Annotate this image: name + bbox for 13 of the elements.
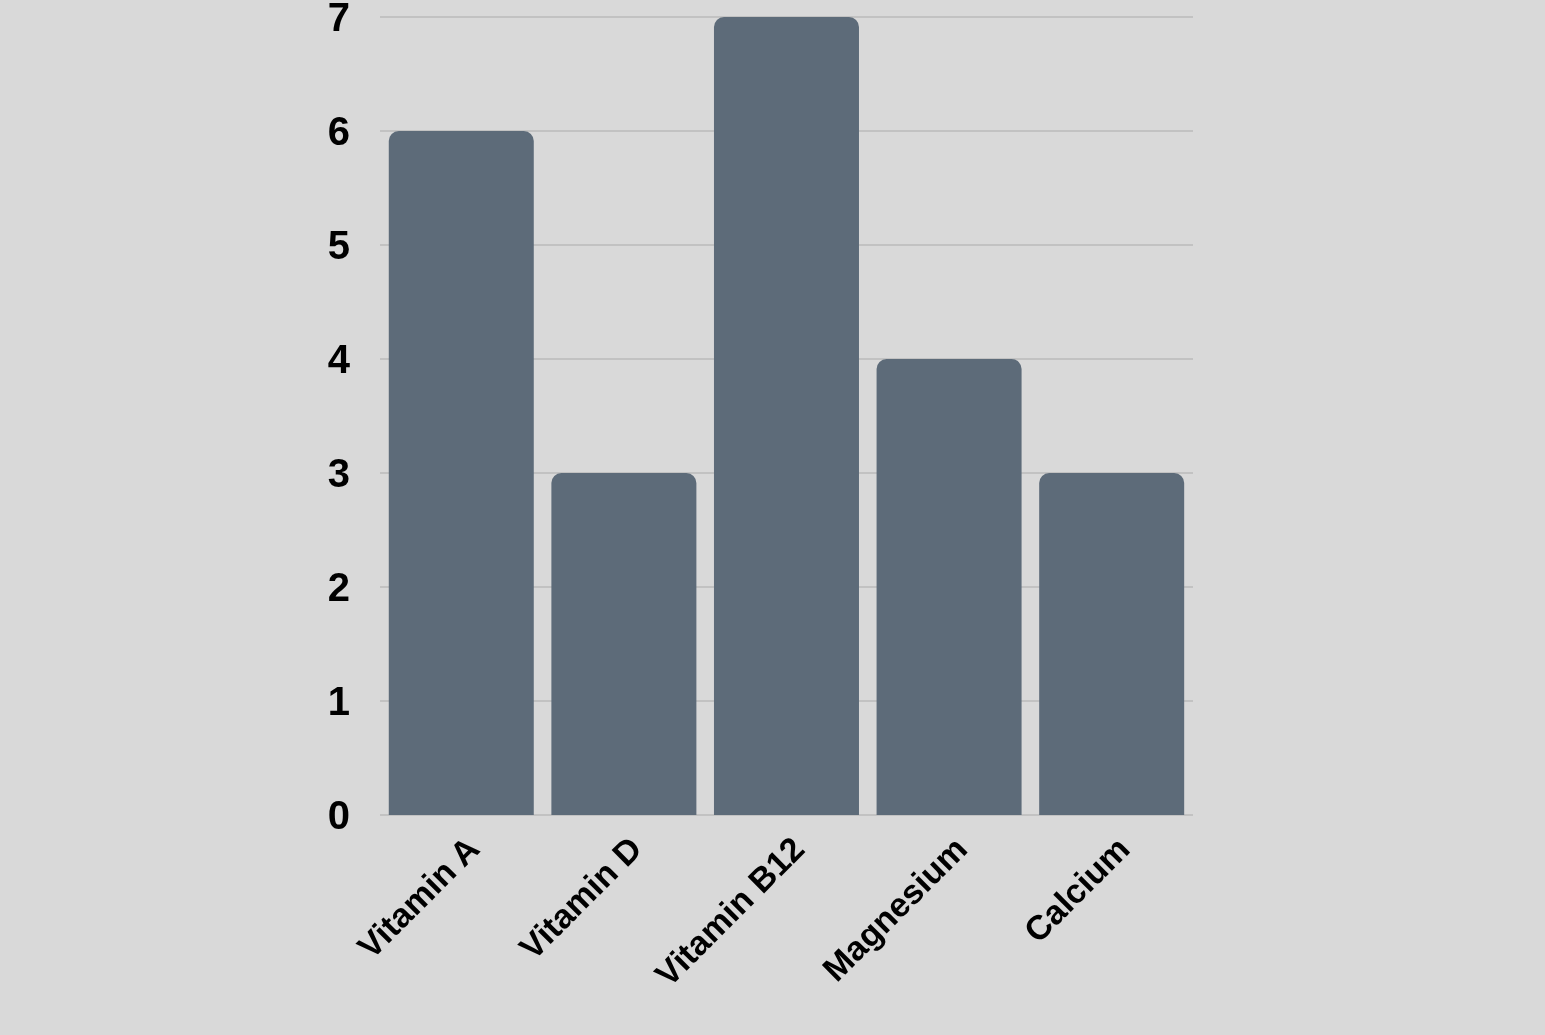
bar xyxy=(388,131,534,815)
y-tick-label: 0 xyxy=(327,793,350,838)
bar xyxy=(1039,473,1185,815)
y-tick-label: 5 xyxy=(327,223,350,268)
y-tick-label: 2 xyxy=(327,565,350,610)
bar xyxy=(876,359,1022,815)
bar xyxy=(551,473,697,815)
y-tick-label: 7 xyxy=(327,0,350,40)
y-tick-label: 3 xyxy=(327,451,350,496)
y-tick-label: 4 xyxy=(327,337,351,382)
bar xyxy=(713,17,859,815)
y-tick-label: 1 xyxy=(327,679,350,724)
y-tick-label: 6 xyxy=(327,109,350,154)
